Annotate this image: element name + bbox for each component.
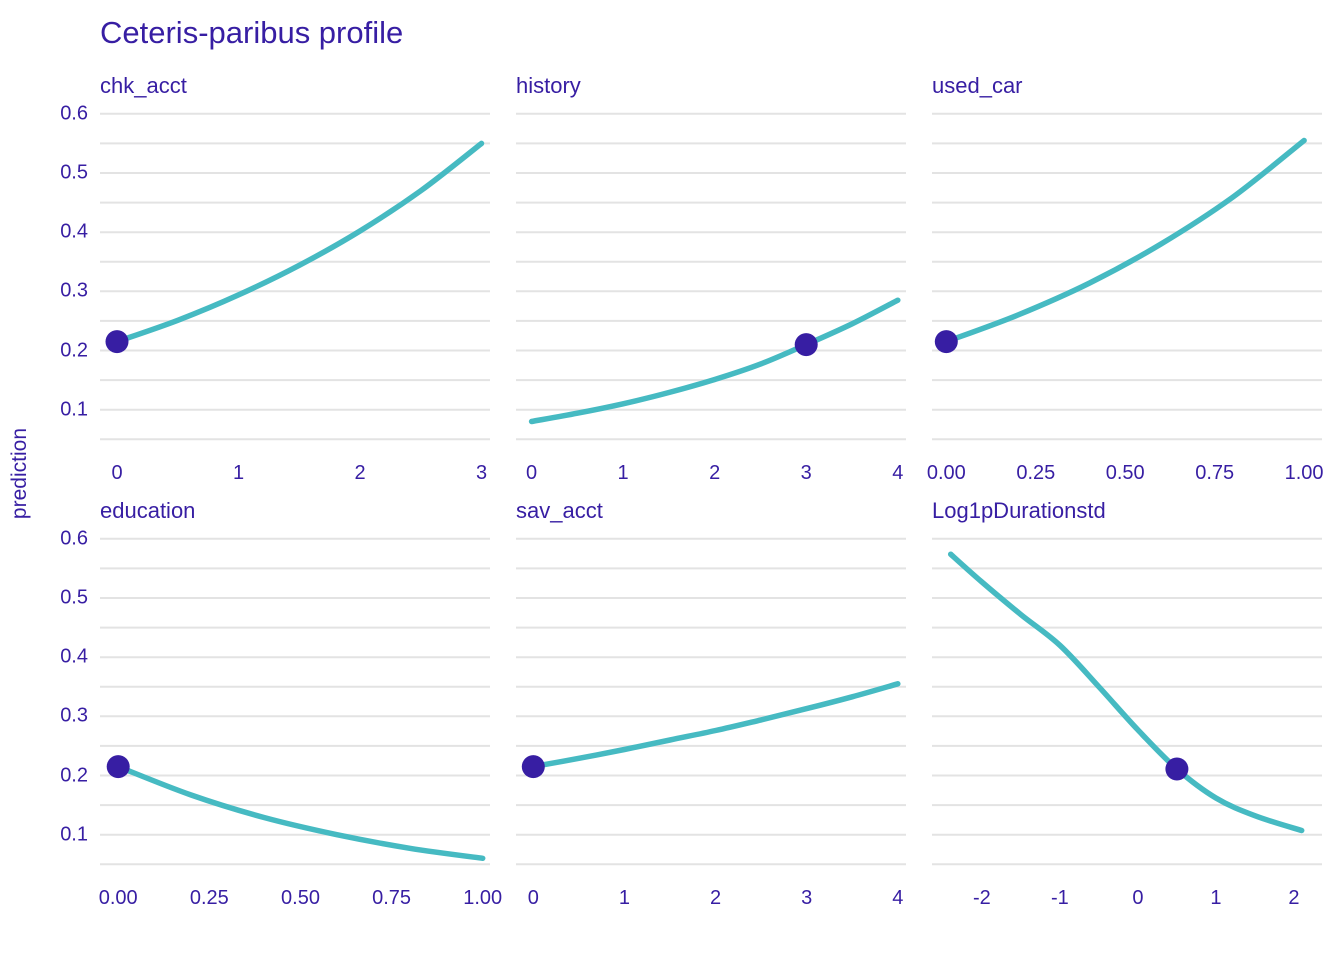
x-tick-label: 1 xyxy=(232,462,245,484)
x-tick-label: 1.00 xyxy=(1284,462,1324,484)
y-tick-label: 0.1 xyxy=(60,398,88,421)
observation-marker xyxy=(106,755,130,779)
panel-plot xyxy=(932,112,1322,441)
x-tick-label: 0.25 xyxy=(189,887,229,909)
facet-panel-chk_acct: chk_acct 0 1 2 3 xyxy=(100,72,490,487)
observation-marker xyxy=(521,755,545,779)
observation-marker xyxy=(934,330,958,354)
facet-title: chk_acct xyxy=(100,73,187,98)
facet-panel-used_car: used_car 0.00 0.25 0.50 0.75 1.00 xyxy=(927,72,1324,487)
chart-title: Ceteris-paribus profile xyxy=(100,15,404,50)
panel-plot xyxy=(100,537,490,866)
x-tick-label: 2 xyxy=(1288,887,1300,909)
y-tick-label: 0.5 xyxy=(60,586,88,609)
x-tick-label: 4 xyxy=(892,887,904,909)
panel-plot xyxy=(100,112,490,441)
observation-marker xyxy=(794,333,818,357)
y-tick-label: 0.4 xyxy=(60,220,88,243)
x-tick-label: 1 xyxy=(617,462,629,484)
cp-profile-line xyxy=(114,140,485,345)
x-axis: 0 1 2 3 xyxy=(100,457,490,487)
facet-panel-education: education 0.00 0.25 0.50 0.75 1.00 xyxy=(99,497,502,912)
cp-profile-line xyxy=(528,297,901,425)
facet-title: used_car xyxy=(932,73,1023,98)
x-tick-label: -2 xyxy=(972,887,991,909)
observation-marker xyxy=(105,330,129,354)
x-tick-label: 0.00 xyxy=(926,462,966,484)
facet-panel-Log1pDurationstd: Log1pDurationstd -2 -1 0 1 2 xyxy=(932,497,1322,912)
y-tick-label: 0.2 xyxy=(60,339,88,361)
facet-panel-sav_acct: sav_acct 0 1 2 3 4 xyxy=(516,497,906,912)
y-tick-label: 0.2 xyxy=(60,764,88,786)
x-tick-label: 1 xyxy=(618,887,630,909)
y-axis-label: prediction xyxy=(8,428,31,520)
x-tick-label: 3 xyxy=(801,887,813,909)
x-tick-label: 0 xyxy=(527,887,539,909)
facet-panel-history: history 0 1 2 3 4 xyxy=(516,72,906,487)
x-tick-label: 0 xyxy=(1132,887,1144,909)
x-tick-label: 2 xyxy=(354,462,366,484)
x-tick-label: 0 xyxy=(526,462,538,484)
x-axis: 0.00 0.25 0.50 0.75 1.00 xyxy=(927,457,1324,487)
x-tick-label: 1 xyxy=(1210,887,1222,909)
x-tick-label: 0.25 xyxy=(1016,462,1056,484)
facet-title: Log1pDurationstd xyxy=(932,498,1106,523)
panel-plot xyxy=(516,112,906,441)
panel-plot xyxy=(516,537,906,866)
y-tick-label: 0.6 xyxy=(60,527,88,550)
x-tick-label: 2 xyxy=(710,887,722,909)
cp-profile-line xyxy=(943,137,1307,345)
facet-title: history xyxy=(516,73,581,98)
x-tick-label: 0.00 xyxy=(98,887,138,909)
x-tick-label: 2 xyxy=(709,462,721,484)
panel-plot xyxy=(932,537,1322,866)
x-tick-label: 3 xyxy=(800,462,812,484)
y-tick-label: 0.3 xyxy=(60,279,88,302)
x-tick-label: 0.75 xyxy=(1195,462,1235,484)
facet-title: education xyxy=(100,498,196,523)
cp-profile-line xyxy=(947,551,1305,834)
x-tick-label: 0.50 xyxy=(281,887,320,909)
cp-profile-line xyxy=(115,763,486,862)
x-axis: 0.00 0.25 0.50 0.75 1.00 xyxy=(99,882,502,912)
x-tick-label: 3 xyxy=(475,462,488,484)
x-tick-label: 1.00 xyxy=(463,887,503,909)
y-tick-label: 0.3 xyxy=(60,704,88,727)
x-tick-label: 0 xyxy=(111,462,123,484)
x-tick-label: -1 xyxy=(1050,887,1069,909)
y-tick-label: 0.6 xyxy=(60,102,88,125)
x-axis: 0 1 2 3 4 xyxy=(516,882,906,912)
y-tick-label: 0.1 xyxy=(60,823,88,846)
x-axis: -2 -1 0 1 2 xyxy=(932,882,1322,912)
facet-title: sav_acct xyxy=(516,498,603,523)
x-tick-label: 0.50 xyxy=(1105,462,1145,484)
cp-profile-line xyxy=(530,681,901,770)
x-tick-label: 4 xyxy=(892,462,904,484)
y-tick-label: 0.4 xyxy=(60,645,88,668)
y-tick-label: 0.5 xyxy=(60,161,88,184)
x-tick-label: 0.75 xyxy=(372,887,412,909)
x-axis: 0 1 2 3 4 xyxy=(516,457,906,487)
observation-marker xyxy=(1165,757,1189,781)
